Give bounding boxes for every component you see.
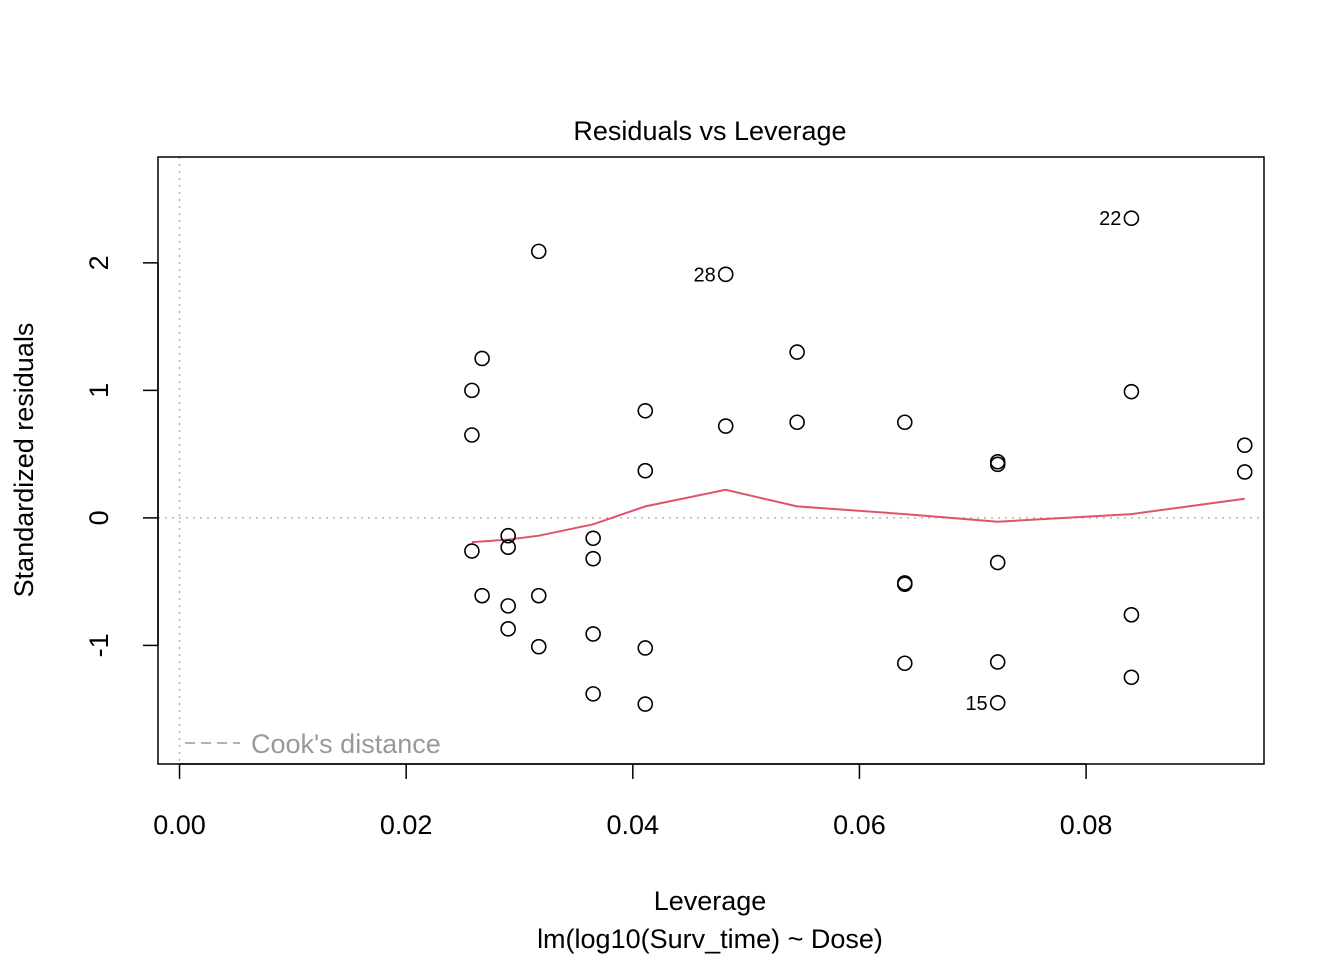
data-point <box>500 598 516 614</box>
data-point <box>585 686 601 702</box>
data-point <box>585 550 601 567</box>
data-point <box>1123 210 1140 227</box>
data-point <box>896 414 913 431</box>
data-point <box>500 539 516 556</box>
data-point <box>896 655 913 672</box>
point-labels-layer: 28 15 22 <box>693 208 1121 715</box>
data-point <box>789 414 805 431</box>
data-point <box>717 266 734 283</box>
x-axis: 0.00 0.02 0.04 0.06 0.08 <box>153 763 1113 840</box>
points-layer <box>464 210 1253 712</box>
y-tick-label: -1 <box>84 633 114 657</box>
y-axis-label: Standardized residuals <box>9 323 39 598</box>
x-tick-label: 0.04 <box>607 810 660 840</box>
data-point <box>717 418 734 434</box>
x-tick-label: 0.02 <box>380 810 433 840</box>
data-point <box>500 621 516 637</box>
data-point <box>989 654 1006 670</box>
y-axis: -1 0 1 2 <box>84 255 159 657</box>
y-tick-label: 1 <box>84 383 114 398</box>
data-point <box>1123 383 1140 400</box>
data-point <box>989 456 1006 473</box>
data-point <box>637 640 654 656</box>
data-point <box>585 626 601 642</box>
y-tick-label: 2 <box>84 255 114 270</box>
data-point <box>1236 437 1253 453</box>
data-point <box>789 344 805 360</box>
point-label: 15 <box>965 693 987 715</box>
data-point <box>1123 607 1140 623</box>
data-point <box>637 402 654 419</box>
plot-frame <box>157 156 1265 765</box>
data-point <box>500 527 516 544</box>
chart-title: Residuals vs Leverage <box>573 116 846 146</box>
data-point <box>989 694 1006 711</box>
legend: Cook's distance <box>185 729 441 759</box>
y-tick-label: 0 <box>84 510 114 525</box>
data-point <box>530 243 547 260</box>
x-tick-label: 0.06 <box>833 810 886 840</box>
data-point <box>896 575 913 591</box>
legend-label: Cook's distance <box>251 729 441 759</box>
data-point <box>530 638 547 655</box>
data-point <box>464 382 480 399</box>
data-point <box>474 587 490 604</box>
data-point <box>530 587 547 604</box>
data-point <box>896 576 913 592</box>
chart-subtitle: lm(log10(Surv_time) ~ Dose) <box>537 924 883 954</box>
reference-lines <box>158 157 1264 764</box>
data-point <box>464 427 480 443</box>
data-point <box>1123 669 1140 686</box>
point-label: 28 <box>693 264 715 286</box>
data-point <box>1236 464 1253 480</box>
x-axis-label: Leverage <box>654 886 767 916</box>
data-point <box>585 530 601 547</box>
x-tick-label: 0.00 <box>153 810 206 840</box>
smoother-layer <box>471 488 1245 544</box>
data-point <box>637 462 654 479</box>
x-tick-label: 0.08 <box>1060 810 1113 840</box>
data-point <box>989 554 1006 571</box>
data-point <box>637 696 654 712</box>
smoother-line <box>471 488 1245 544</box>
data-point <box>474 350 490 367</box>
point-label: 22 <box>1099 208 1121 230</box>
data-point <box>464 543 480 559</box>
